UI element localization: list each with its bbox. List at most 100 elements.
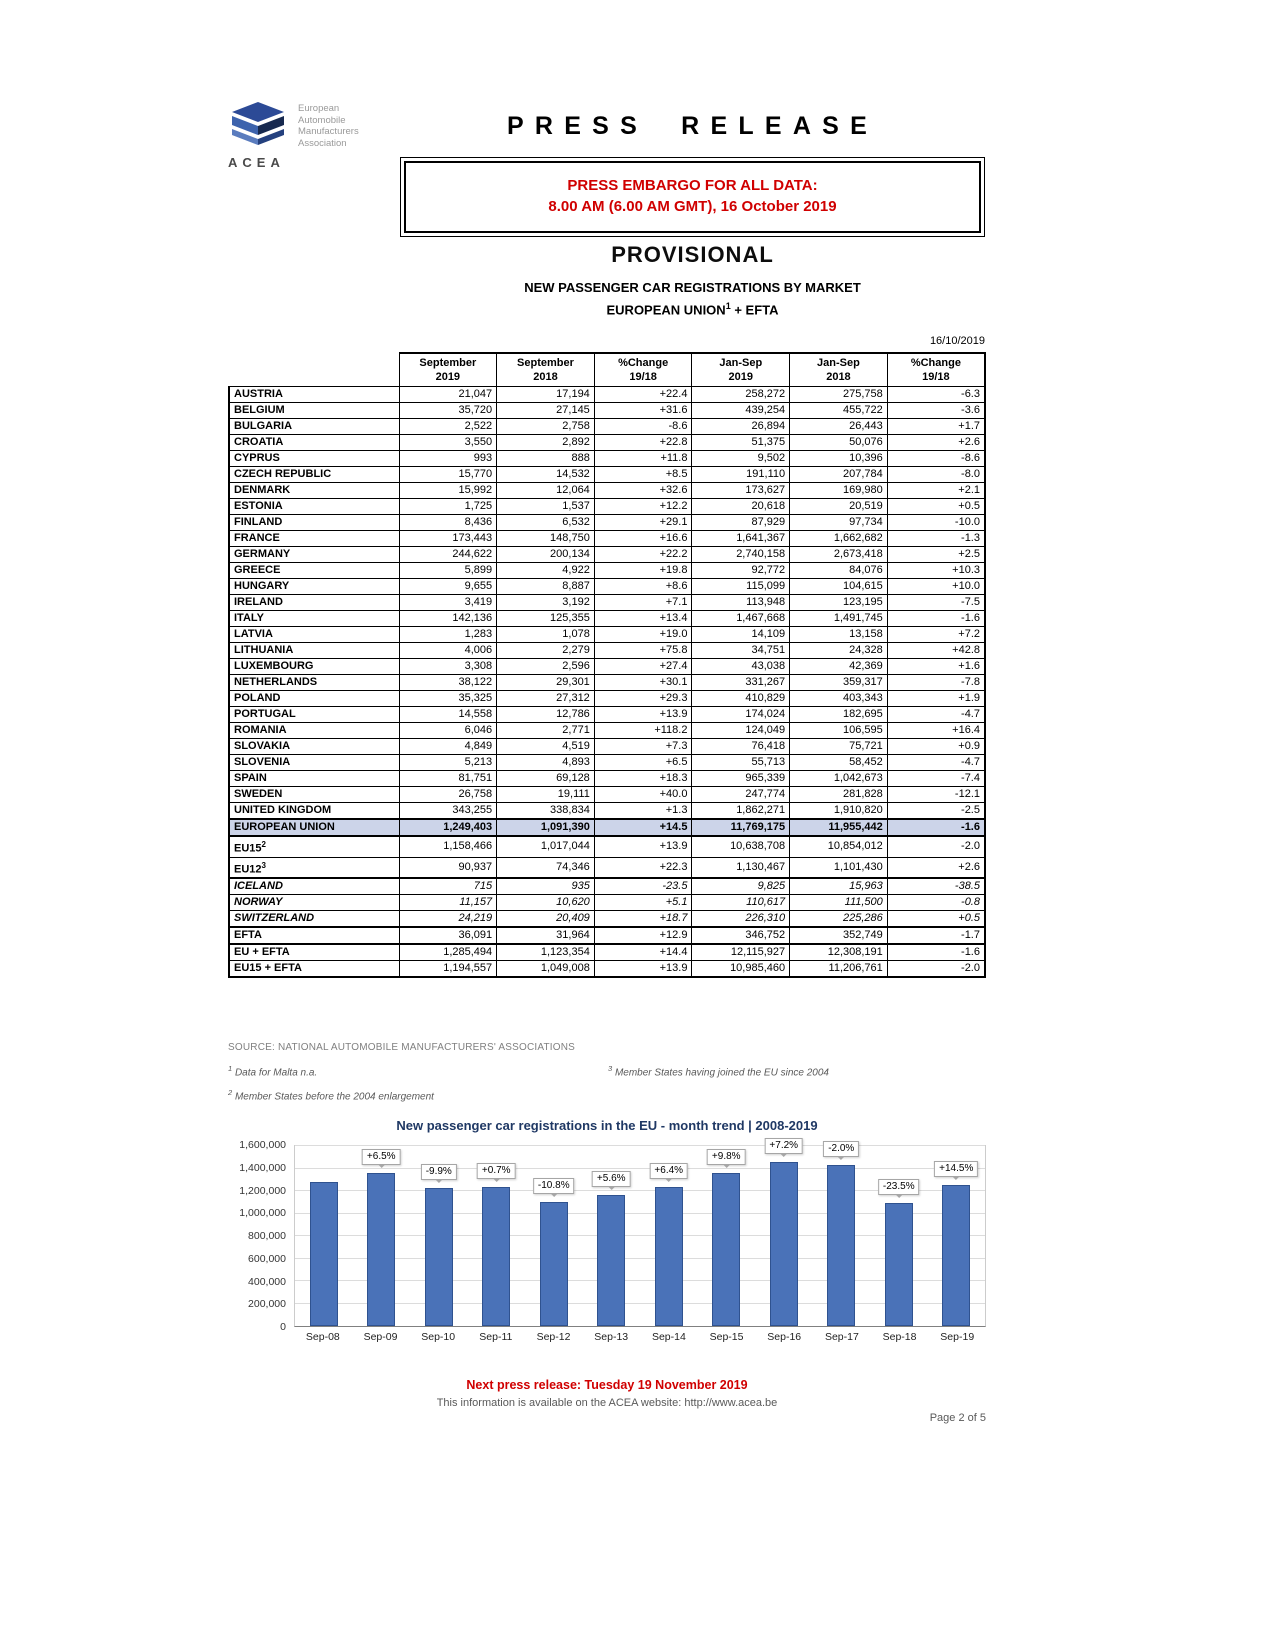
value-cell: 173,627	[691, 482, 791, 499]
value-cell: 76,418	[691, 738, 791, 755]
value-cell: 4,893	[496, 754, 595, 771]
bar-sep-08	[309, 1182, 338, 1326]
month-trend-chart: New passenger car registrations in the E…	[228, 1118, 986, 1343]
value-cell: +118.2	[593, 722, 693, 739]
table-row: POLAND 35,325 27,312 +29.3 410,829 403,343 +1.…	[228, 690, 986, 707]
pct-change-callout: +9.8%	[706, 1149, 746, 1166]
value-cell: 20,618	[691, 498, 791, 515]
logo-org-line: Association	[298, 137, 347, 149]
value-cell: +2.6	[886, 856, 986, 879]
value-cell: 5,899	[398, 562, 498, 579]
bar-sep-12	[539, 1202, 568, 1326]
value-cell: -3.6	[886, 402, 986, 419]
value-cell: 13,158	[789, 626, 888, 643]
bar-slot: +0.7%	[468, 1146, 526, 1326]
table-row: EU15 + EFTA 1,194,557 1,049,008 +13.9 10,985…	[228, 960, 986, 979]
value-cell: +12.9	[593, 926, 693, 945]
bar-slot: -23.5%	[870, 1146, 928, 1326]
value-cell: +13.9	[593, 835, 693, 858]
table-row: EU123 90,937 74,346 +22.3 1,130,467 1,101,430…	[228, 856, 986, 879]
value-cell: 125,355	[496, 610, 595, 627]
embargo-box-inner: PRESS EMBARGO FOR ALL DATA: 8.00 AM (6.0…	[404, 161, 981, 233]
bar-slot: -2.0%	[813, 1141, 871, 1326]
region-main: EUROPEAN UNION	[606, 302, 726, 318]
x-tick-label: Sep-19	[940, 1331, 975, 1343]
value-cell: 965,339	[691, 770, 791, 787]
value-cell: +29.3	[593, 690, 693, 707]
value-cell: 50,076	[789, 434, 888, 451]
value-cell: 169,980	[789, 482, 888, 499]
logo-org-line: European	[298, 103, 340, 114]
country-cell: BELGIUM	[228, 402, 400, 419]
footnote-2-marker: 2	[228, 1088, 233, 1097]
table-row: SPAIN 81,751 69,128 +18.3 965,339 1,042,673 -7…	[228, 770, 986, 787]
bar-slot: +7.2%	[755, 1138, 813, 1326]
bar-sep-14	[654, 1186, 683, 1326]
value-cell: 346,752	[691, 926, 791, 945]
value-cell: 1,283	[398, 626, 498, 643]
bar-slot: +6.4%	[640, 1146, 698, 1326]
value-cell: 58,452	[789, 754, 888, 771]
value-cell: 191,110	[691, 466, 791, 483]
value-cell: 29,301	[496, 674, 595, 691]
region-footnote-marker: 1	[725, 301, 731, 311]
value-cell: -12.1	[886, 786, 986, 803]
value-cell: 226,310	[691, 910, 791, 928]
value-cell: +30.1	[593, 674, 693, 691]
value-cell: 2,596	[496, 658, 595, 675]
value-cell: 275,758	[789, 386, 888, 403]
footnote-3-marker: 3	[608, 1064, 613, 1073]
country-cell: UNITED KINGDOM	[228, 802, 400, 820]
value-cell: 55,713	[691, 754, 791, 771]
source-note: SOURCE: NATIONAL AUTOMOBILE MANUFACTURER…	[228, 1042, 576, 1053]
value-cell: 113,948	[691, 594, 791, 611]
table-row: FINLAND 8,436 6,532 +29.1 87,929 97,734 -10.0	[228, 514, 986, 531]
table-row: ROMANIA 6,046 2,771 +118.2 124,049 106,595 +16…	[228, 722, 986, 739]
value-cell: 8,887	[496, 578, 595, 595]
country-cell: LITHUANIA	[228, 642, 400, 659]
press-release-title: PRESS RELEASE	[506, 112, 879, 140]
value-cell: 20,519	[789, 498, 888, 515]
value-cell: 6,046	[398, 722, 498, 739]
table-row: EU152 1,158,466 1,017,044 +13.9 10,638,708 10…	[228, 835, 986, 858]
value-cell: -7.5	[886, 594, 986, 611]
value-cell: -7.4	[886, 770, 986, 787]
value-cell: 1,467,668	[691, 610, 791, 627]
footnote-1-marker: 1	[228, 1064, 233, 1073]
table-row: LITHUANIA 4,006 2,279 +75.8 34,751 24,328 +42.…	[228, 642, 986, 659]
value-cell: 12,064	[496, 482, 595, 499]
table-row: EFTA 36,091 31,964 +12.9 346,752 352,749 -1.7	[228, 926, 986, 945]
value-cell: +75.8	[593, 642, 693, 659]
value-cell: +6.5	[593, 754, 693, 771]
column-header: Jan-Sep 2018	[789, 352, 888, 387]
value-cell: 104,615	[789, 578, 888, 595]
value-cell: -4.7	[886, 706, 986, 723]
bar-sep-09	[367, 1173, 396, 1326]
country-cell: BULGARIA	[228, 418, 400, 435]
value-cell: 1,910,820	[789, 802, 888, 820]
table-head: September 2019 September 2018 %Change 19/18 Ja…	[229, 352, 986, 387]
value-cell: 90,937	[398, 856, 498, 879]
value-cell: 4,922	[496, 562, 595, 579]
acea-website-link[interactable]: http://www.acea.be	[684, 1397, 778, 1409]
value-cell: 2,758	[496, 418, 595, 435]
value-cell: 124,049	[691, 722, 791, 739]
footnote-3: 3 Member States having joined the EU sin…	[608, 1064, 829, 1078]
value-cell: -8.6	[593, 418, 693, 435]
value-cell: 97,734	[789, 514, 888, 531]
value-cell: 11,157	[398, 894, 498, 912]
gridline	[295, 1167, 985, 1169]
value-cell: 4,519	[496, 738, 595, 755]
bar-slot: -10.8%	[525, 1146, 583, 1326]
gridline	[295, 1212, 985, 1214]
country-cell: CZECH REPUBLIC	[228, 466, 400, 483]
value-cell: 38,122	[398, 674, 498, 691]
table-row: SLOVENIA 5,213 4,893 +6.5 55,713 58,452 -4.7	[228, 754, 986, 771]
bar-slot: -9.9%	[410, 1146, 468, 1326]
table-row: EU + EFTA 1,285,494 1,123,354 +14.4 12,115,9…	[228, 943, 986, 962]
value-cell: 715	[398, 877, 498, 896]
value-cell: +19.0	[593, 626, 693, 643]
chart-plot: +6.5% -9.9% +0.7% -10.8% +5.6% +6.4% +9.8% +7.2…	[294, 1138, 986, 1327]
x-tick-label: Sep-11	[479, 1331, 513, 1343]
value-cell: 31,964	[496, 926, 595, 945]
